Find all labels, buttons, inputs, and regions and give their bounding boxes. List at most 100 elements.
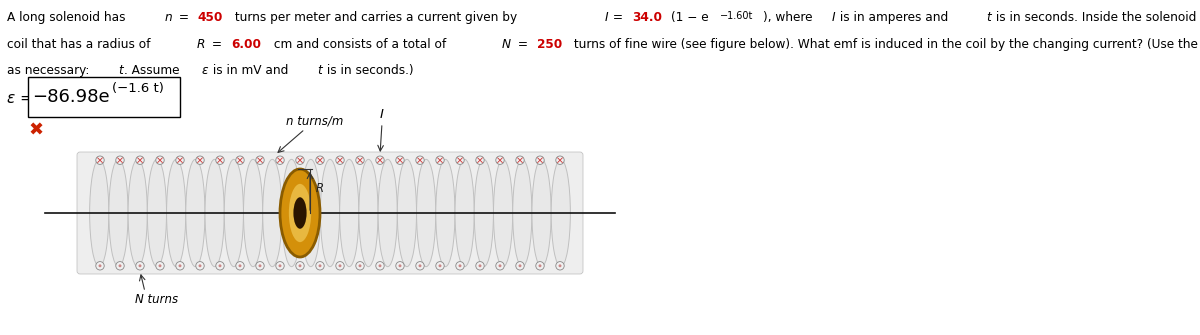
Circle shape — [175, 262, 184, 270]
Circle shape — [359, 264, 361, 267]
Circle shape — [496, 262, 504, 270]
Circle shape — [539, 264, 541, 267]
Text: ε =: ε = — [7, 90, 32, 106]
Text: I: I — [380, 108, 384, 121]
Circle shape — [96, 156, 104, 164]
Ellipse shape — [293, 197, 307, 229]
Circle shape — [396, 156, 404, 164]
Text: R: R — [316, 182, 324, 195]
Ellipse shape — [224, 159, 244, 267]
Circle shape — [336, 262, 344, 270]
Circle shape — [115, 262, 124, 270]
Circle shape — [276, 156, 284, 164]
Text: 450: 450 — [198, 11, 223, 24]
Circle shape — [156, 262, 164, 270]
Circle shape — [196, 262, 204, 270]
Bar — [28, 77, 180, 117]
Circle shape — [295, 156, 305, 164]
Circle shape — [338, 264, 342, 267]
Text: turns of fine wire (see figure below). What emf is induced in the coil by the ch: turns of fine wire (see figure below). W… — [570, 38, 1200, 51]
Ellipse shape — [263, 159, 282, 267]
Circle shape — [396, 262, 404, 270]
Ellipse shape — [416, 159, 436, 267]
Text: is in seconds. Inside the solenoid and coaxial with it is a: is in seconds. Inside the solenoid and c… — [992, 11, 1200, 24]
Ellipse shape — [320, 159, 340, 267]
Circle shape — [475, 156, 485, 164]
Circle shape — [376, 156, 384, 164]
Text: ), where: ), where — [763, 11, 816, 24]
Ellipse shape — [90, 159, 109, 267]
Text: 34.0: 34.0 — [632, 11, 662, 24]
Text: −1.60t: −1.60t — [720, 11, 754, 21]
Circle shape — [416, 156, 425, 164]
Circle shape — [138, 264, 142, 267]
Circle shape — [198, 264, 202, 267]
Text: I: I — [605, 11, 608, 24]
Circle shape — [316, 156, 324, 164]
Circle shape — [136, 262, 144, 270]
Text: −86.98e: −86.98e — [32, 88, 109, 106]
Text: (−1.6 t): (−1.6 t) — [112, 82, 164, 95]
Circle shape — [318, 264, 322, 267]
Circle shape — [295, 262, 305, 270]
Ellipse shape — [397, 159, 416, 267]
Ellipse shape — [280, 169, 320, 257]
Ellipse shape — [282, 159, 301, 267]
Circle shape — [479, 264, 481, 267]
Text: 6.00: 6.00 — [232, 38, 262, 51]
Circle shape — [119, 264, 121, 267]
Text: 250: 250 — [538, 38, 563, 51]
Text: (1 − e: (1 − e — [671, 11, 709, 24]
Circle shape — [516, 262, 524, 270]
Circle shape — [456, 156, 464, 164]
Circle shape — [458, 264, 462, 267]
Text: is in seconds.): is in seconds.) — [323, 64, 414, 77]
Text: n: n — [164, 11, 173, 24]
Circle shape — [256, 262, 264, 270]
Circle shape — [96, 262, 104, 270]
Circle shape — [216, 156, 224, 164]
Circle shape — [376, 262, 384, 270]
Text: is in amperes and: is in amperes and — [836, 11, 953, 24]
Text: N: N — [502, 38, 511, 51]
Ellipse shape — [455, 159, 474, 267]
Circle shape — [239, 264, 241, 267]
Circle shape — [436, 156, 444, 164]
Circle shape — [115, 156, 124, 164]
Ellipse shape — [109, 159, 128, 267]
Ellipse shape — [205, 159, 224, 267]
Circle shape — [356, 262, 365, 270]
Text: t: t — [119, 64, 124, 77]
Circle shape — [236, 262, 245, 270]
Circle shape — [196, 156, 204, 164]
Text: ε: ε — [202, 64, 208, 77]
Text: coil that has a radius of: coil that has a radius of — [7, 38, 155, 51]
Circle shape — [299, 264, 301, 267]
Circle shape — [175, 156, 184, 164]
Circle shape — [336, 156, 344, 164]
Ellipse shape — [359, 159, 378, 267]
Circle shape — [556, 262, 564, 270]
Ellipse shape — [288, 183, 312, 243]
Circle shape — [278, 264, 282, 267]
Text: R: R — [197, 38, 205, 51]
Circle shape — [136, 156, 144, 164]
Circle shape — [496, 156, 504, 164]
Circle shape — [258, 264, 262, 267]
Text: N turns: N turns — [134, 293, 178, 306]
Ellipse shape — [474, 159, 493, 267]
Text: A long solenoid has: A long solenoid has — [7, 11, 130, 24]
Circle shape — [356, 156, 365, 164]
Ellipse shape — [436, 159, 455, 267]
Circle shape — [438, 264, 442, 267]
Circle shape — [256, 156, 264, 164]
Text: I: I — [832, 11, 835, 24]
Ellipse shape — [244, 159, 263, 267]
Ellipse shape — [512, 159, 532, 267]
Ellipse shape — [378, 159, 397, 267]
Ellipse shape — [128, 159, 148, 267]
Text: cm and consists of a total of: cm and consists of a total of — [270, 38, 450, 51]
Circle shape — [378, 264, 382, 267]
Circle shape — [535, 262, 545, 270]
Circle shape — [236, 156, 245, 164]
